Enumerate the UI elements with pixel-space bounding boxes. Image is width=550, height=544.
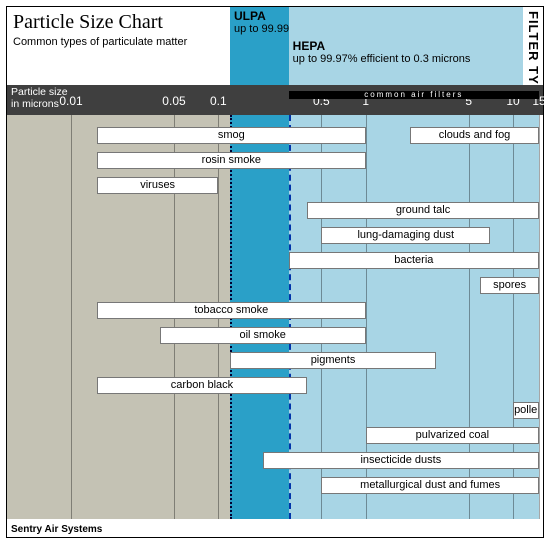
particle-bar: spores [480, 277, 539, 294]
particle-bar: insecticide dusts [263, 452, 539, 469]
chart-subtitle: Common types of particulate matter [13, 36, 187, 48]
particle-bar: smog [97, 127, 366, 144]
tick-label: 0.1 [210, 94, 227, 108]
particle-bar: pollen [513, 402, 539, 419]
particle-bar: metallurgical dust and fumes [321, 477, 539, 494]
tick-label: 0.01 [59, 94, 82, 108]
particle-bar: bacteria [289, 252, 539, 269]
gridline [71, 115, 72, 519]
filter-desc: up to 99.97% efficient to 0.3 microns [289, 53, 523, 65]
axis-bar: Particle size in microns 0.010.050.10.51… [7, 85, 543, 115]
plot-area: smog clouds and fog rosin smoke viruses grou… [7, 115, 543, 519]
particle-bar: viruses [97, 177, 218, 194]
particle-bar: pulvarized coal [366, 427, 539, 444]
particle-bar: clouds and fog [410, 127, 539, 144]
particle-bar: tobacco smoke [97, 302, 366, 319]
particle-bar: ground talc [307, 202, 539, 219]
particle-bar: pigments [230, 352, 436, 369]
particle-size-chart: Particle Size Chart Common types of part… [6, 6, 544, 538]
chart-title: Particle Size Chart [13, 11, 187, 34]
filter-band-hepa: HEPAup to 99.97% efficient to 0.3 micron… [289, 7, 523, 85]
particle-bar: oil smoke [160, 327, 366, 344]
tick-label: 0.05 [162, 94, 185, 108]
particle-bar: carbon black [97, 377, 307, 394]
particle-bar: lung-damaging dust [321, 227, 490, 244]
footer-credit: Sentry Air Systems [11, 524, 102, 535]
filter-name: HEPA [289, 7, 523, 53]
gridline [539, 115, 540, 519]
common-filters-label: common air filters [364, 90, 463, 99]
title-block: Particle Size Chart Common types of part… [13, 11, 187, 48]
particle-bar: rosin smoke [97, 152, 366, 169]
